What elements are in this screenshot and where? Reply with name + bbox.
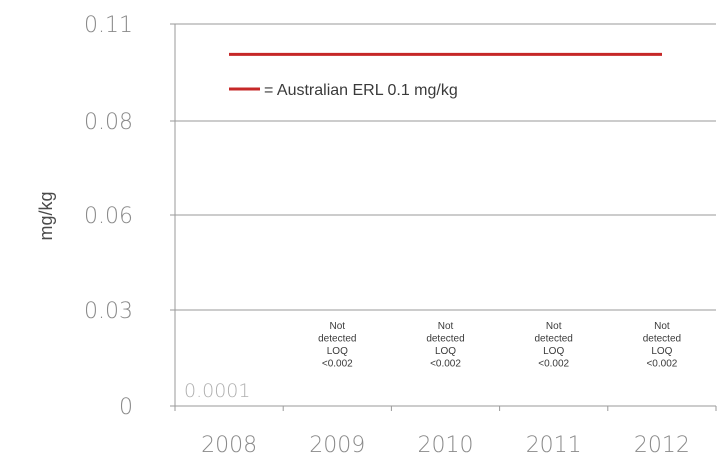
not-detected-note: Not detected LOQ <0.002 (426, 321, 464, 370)
note-line: <0.002 (322, 359, 353, 370)
x-tick-label: 2010 (418, 433, 474, 458)
x-tick-label: 2011 (526, 433, 582, 458)
note-line: LOQ (543, 346, 564, 357)
not-detected-note: Not detected LOQ <0.002 (643, 321, 681, 370)
note-line: <0.002 (538, 359, 569, 370)
y-tick-label: 0.11 (84, 13, 133, 38)
note-line: detected (643, 334, 681, 345)
data-label: 0.0001 (184, 380, 250, 402)
y-tick-label: 0.03 (84, 299, 133, 324)
reference-layer (229, 52, 662, 91)
note-line: LOQ (327, 346, 348, 357)
x-tick-label: 2008 (201, 433, 257, 458)
y-tick-label: 0.08 (84, 110, 133, 135)
y-axis-label: mg/kg (36, 191, 56, 240)
legend-label: = Australian ERL 0.1 mg/kg (264, 82, 458, 99)
note-line: detected (426, 334, 464, 345)
grid-layer (175, 23, 716, 311)
note-line: Not (330, 321, 346, 332)
not-detected-note: Not detected LOQ <0.002 (535, 321, 573, 370)
note-line: <0.002 (646, 359, 677, 370)
axis-layer (170, 23, 717, 411)
y-tick-label: 0.06 (84, 204, 133, 229)
note-line: LOQ (651, 346, 672, 357)
note-line: LOQ (435, 346, 456, 357)
x-tick-label: 2009 (309, 433, 365, 458)
note-line: detected (318, 334, 356, 345)
note-line: detected (535, 334, 573, 345)
text-layer: 0 0.03 0.06 0.08 0.11 2008 2009 2010 2011 2012 mg/… (36, 13, 690, 458)
x-tick-label: 2012 (634, 433, 690, 458)
note-line: <0.002 (430, 359, 461, 370)
y-tick-label: 0 (119, 395, 133, 420)
note-line: Not (546, 321, 562, 332)
not-detected-note: Not detected LOQ <0.002 (318, 321, 356, 370)
note-line: Not (438, 321, 454, 332)
note-line: Not (654, 321, 670, 332)
